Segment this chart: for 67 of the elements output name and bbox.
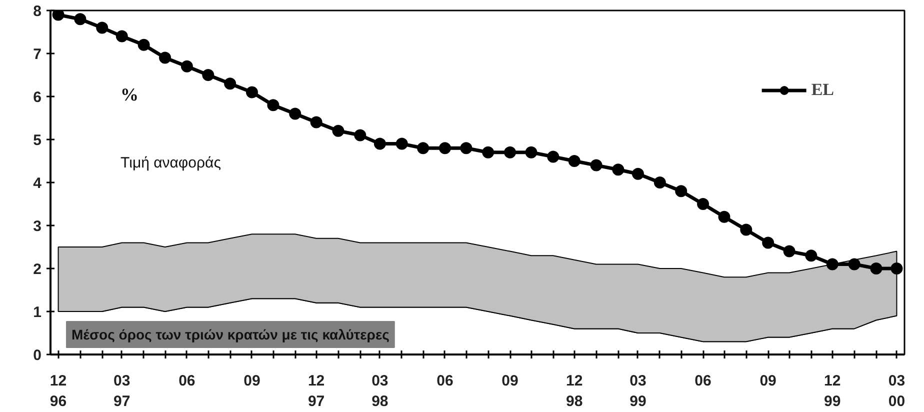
point	[438, 142, 451, 154]
x-tick-label: 03 98	[372, 372, 388, 410]
point	[310, 116, 322, 128]
x-tick-label: 03 00	[888, 372, 906, 410]
point	[417, 142, 430, 154]
y-tick-label: 1	[33, 304, 42, 321]
point	[805, 250, 818, 262]
point	[826, 258, 838, 270]
point	[740, 224, 752, 236]
x-tick-label: 12 98	[566, 372, 583, 410]
point	[224, 78, 236, 90]
x-tick-label: 12 99	[824, 372, 841, 410]
point	[870, 262, 882, 274]
x-tick-label: 03 99	[630, 372, 646, 410]
point	[202, 69, 214, 81]
point	[52, 10, 64, 21]
point	[482, 146, 494, 158]
point	[654, 176, 666, 188]
point	[632, 168, 644, 180]
point	[180, 60, 193, 72]
point	[116, 30, 128, 42]
x-tick-label: 09	[502, 372, 518, 390]
point	[354, 129, 366, 142]
point	[718, 210, 730, 223]
y-tick-label: 7	[33, 46, 42, 63]
point	[675, 185, 688, 198]
point	[590, 159, 602, 172]
point	[568, 155, 580, 167]
point	[783, 245, 796, 258]
y-tick-label: 0	[33, 347, 42, 364]
point	[74, 13, 86, 26]
x-tick-label: 09	[760, 372, 776, 390]
point	[396, 138, 408, 150]
point	[460, 142, 472, 154]
point	[525, 146, 538, 158]
point	[762, 236, 774, 249]
point	[96, 22, 108, 34]
point	[159, 52, 172, 64]
point	[547, 150, 560, 163]
point	[267, 99, 280, 112]
point	[289, 108, 302, 120]
x-tick-label: 06	[694, 372, 712, 390]
annotation: Μέσος όρος των τριών κρατών με τις καλύτερες	[72, 326, 390, 342]
point	[374, 138, 386, 150]
point	[138, 38, 150, 51]
y-tick-label: 4	[33, 175, 42, 192]
x-tick-label: 06	[178, 372, 196, 390]
point	[332, 124, 344, 137]
point	[697, 198, 710, 210]
x-tick-label: 12 96	[50, 372, 67, 410]
annotation: %	[120, 84, 138, 104]
point	[848, 258, 860, 270]
x-tick-label: 12 97	[308, 372, 325, 410]
y-tick-label: 2	[33, 261, 42, 278]
y-tick-label: 5	[33, 132, 42, 149]
point	[504, 146, 516, 158]
x-tick-label: 03 97	[114, 372, 130, 410]
x-tick-label: 09	[244, 372, 260, 390]
point	[612, 164, 624, 176]
x-tick-label: 06	[436, 372, 454, 390]
y-tick-label: 8	[33, 3, 42, 20]
point	[246, 86, 258, 98]
y-tick-label: 6	[33, 89, 42, 106]
point	[890, 262, 903, 274]
legend-label: EL	[811, 80, 834, 100]
annotation: Τιμή αναφοράς	[120, 154, 221, 172]
y-tick-label: 3	[33, 218, 42, 235]
